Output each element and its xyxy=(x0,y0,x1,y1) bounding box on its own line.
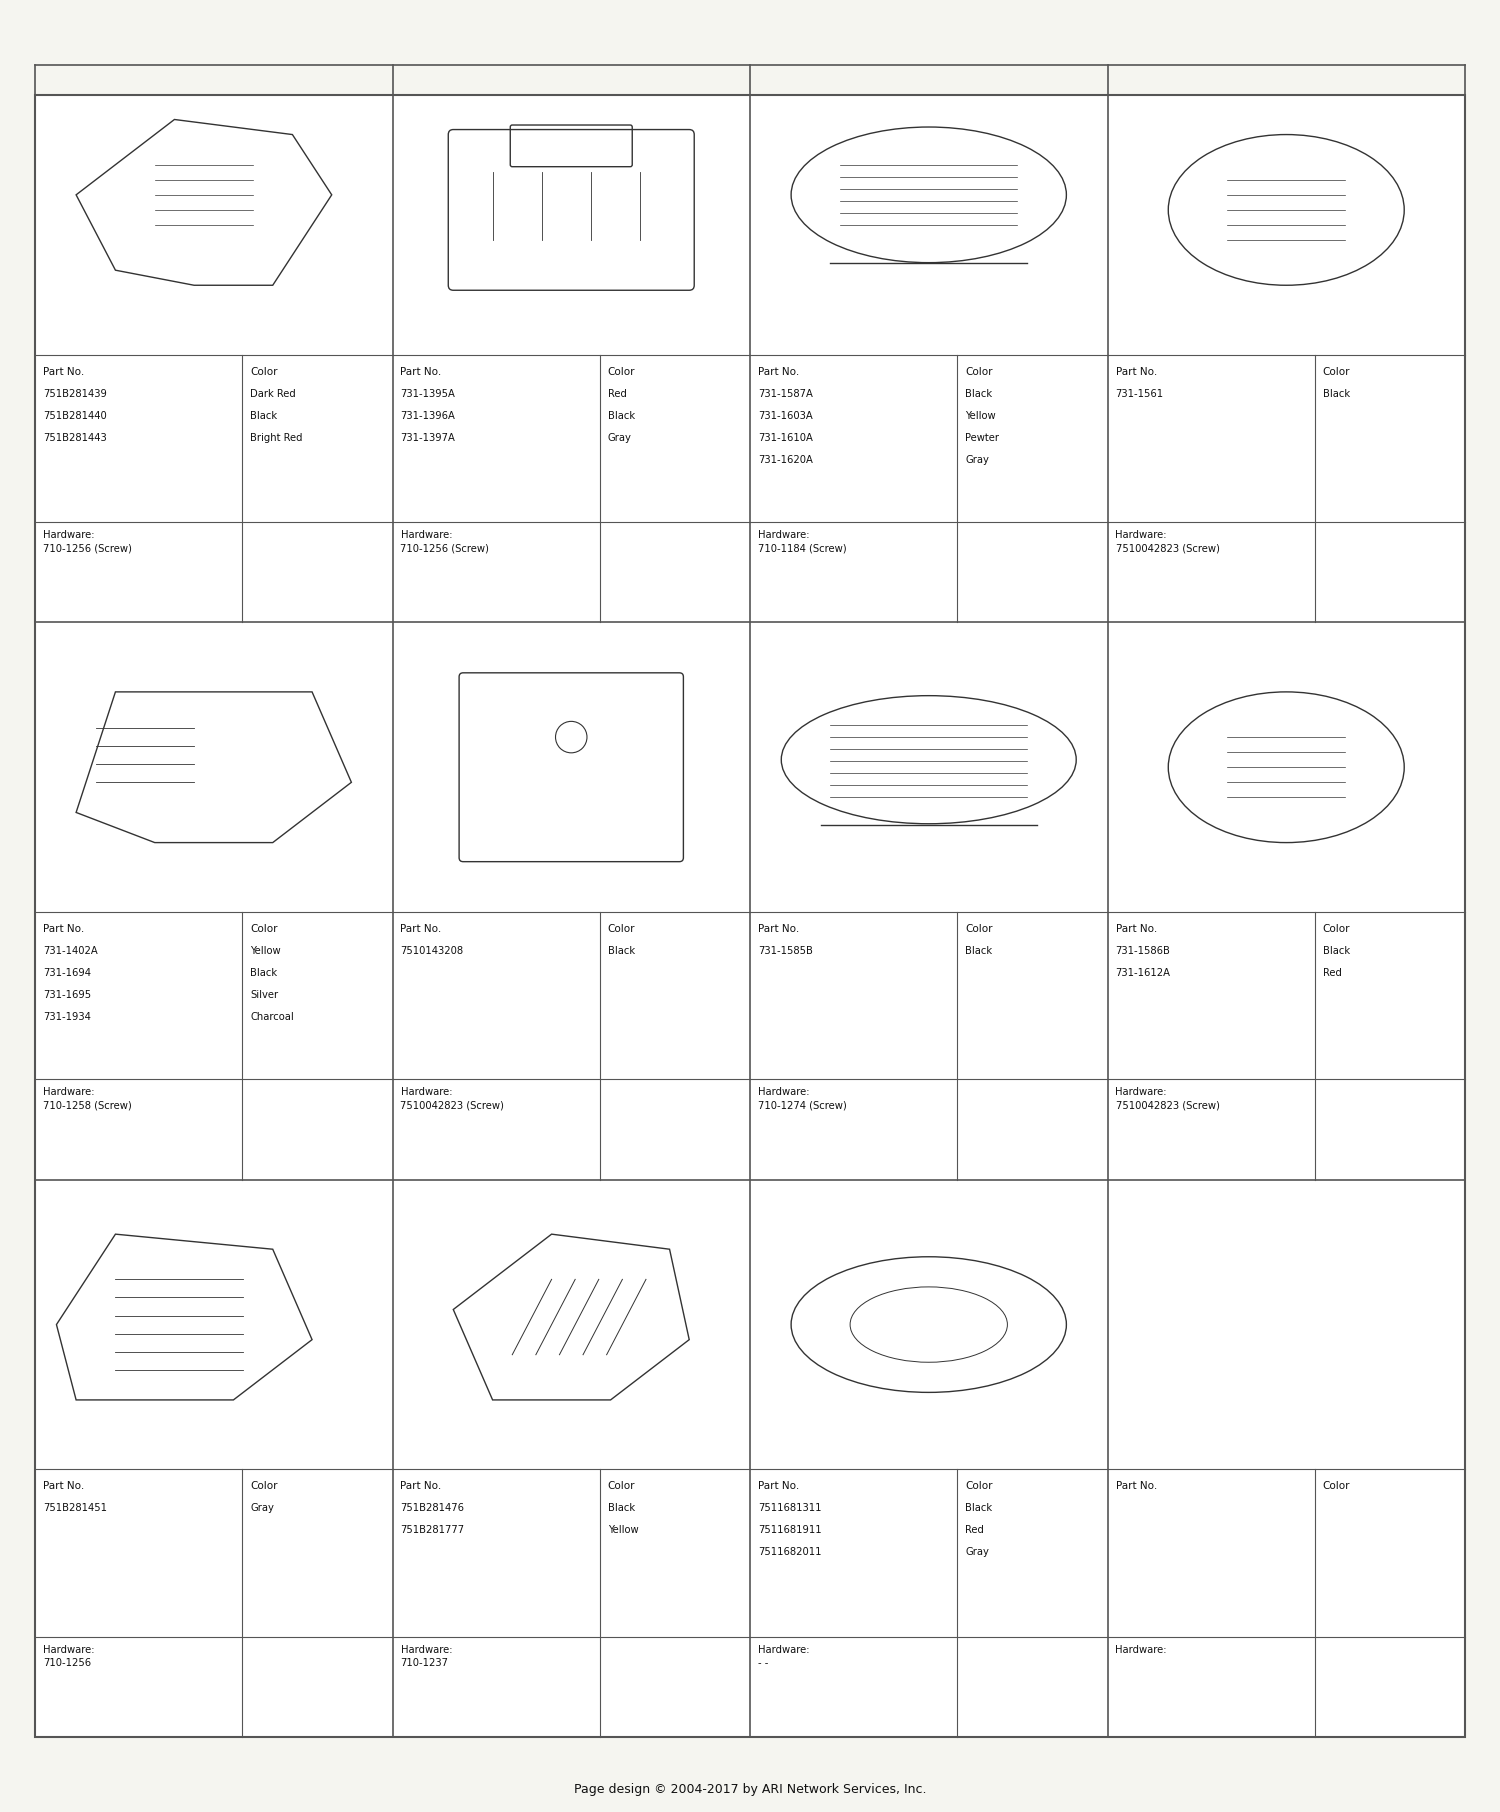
Text: Color: Color xyxy=(608,924,636,935)
Text: Part No.: Part No. xyxy=(44,366,84,377)
Text: Black: Black xyxy=(608,1504,634,1513)
Text: Red: Red xyxy=(1323,968,1341,978)
Text: 731-1695: 731-1695 xyxy=(44,989,92,1000)
Text: Red: Red xyxy=(966,1526,984,1535)
Text: Hardware:
7510042823 (Screw): Hardware: 7510042823 (Screw) xyxy=(1116,1087,1220,1111)
Text: Color: Color xyxy=(966,366,993,377)
Text: Color: Color xyxy=(608,366,636,377)
Text: Black: Black xyxy=(966,1504,993,1513)
Text: Page design © 2004-2017 by ARI Network Services, Inc.: Page design © 2004-2017 by ARI Network S… xyxy=(573,1783,926,1796)
Text: Black: Black xyxy=(966,390,993,399)
Text: 731-1612A: 731-1612A xyxy=(1116,968,1170,978)
Text: 731-1396A: 731-1396A xyxy=(400,411,456,420)
Text: Part No.: Part No. xyxy=(758,1482,800,1491)
Text: Hardware:
710-1274 (Screw): Hardware: 710-1274 (Screw) xyxy=(758,1087,846,1111)
Text: Black: Black xyxy=(1323,390,1350,399)
Text: Part No.: Part No. xyxy=(400,924,441,935)
Text: Part No.: Part No. xyxy=(1116,366,1156,377)
Text: 731-1587A: 731-1587A xyxy=(758,390,813,399)
Text: Hardware:
710-1237: Hardware: 710-1237 xyxy=(400,1645,451,1667)
Text: 751B281476: 751B281476 xyxy=(400,1504,465,1513)
Text: Gray: Gray xyxy=(966,455,988,466)
Text: 731-1395A: 731-1395A xyxy=(400,390,456,399)
Text: Yellow: Yellow xyxy=(608,1526,639,1535)
Text: Black: Black xyxy=(608,946,634,957)
Text: Hardware:
710-1256 (Screw): Hardware: 710-1256 (Screw) xyxy=(44,531,132,553)
Text: Color: Color xyxy=(251,1482,278,1491)
Text: 751B281443: 751B281443 xyxy=(44,433,106,442)
Text: 751B281777: 751B281777 xyxy=(400,1526,465,1535)
Text: Color: Color xyxy=(1323,924,1350,935)
Text: Color: Color xyxy=(251,924,278,935)
Text: 7510143208: 7510143208 xyxy=(400,946,464,957)
Text: Hardware:
7510042823 (Screw): Hardware: 7510042823 (Screw) xyxy=(400,1087,504,1111)
Text: Black: Black xyxy=(966,946,993,957)
Text: Black: Black xyxy=(251,411,278,420)
Text: Hardware:
710-1256: Hardware: 710-1256 xyxy=(44,1645,94,1667)
Text: Color: Color xyxy=(608,1482,636,1491)
Text: 731-1585B: 731-1585B xyxy=(758,946,813,957)
Text: 751B281451: 751B281451 xyxy=(44,1504,106,1513)
Text: Black: Black xyxy=(608,411,634,420)
Text: Part No.: Part No. xyxy=(758,924,800,935)
Text: 7511681311: 7511681311 xyxy=(758,1504,822,1513)
Text: 731-1402A: 731-1402A xyxy=(44,946,98,957)
Text: Part No.: Part No. xyxy=(44,924,84,935)
Text: Yellow: Yellow xyxy=(966,411,996,420)
Text: Gray: Gray xyxy=(608,433,631,442)
Text: Gray: Gray xyxy=(966,1547,988,1558)
Text: Hardware:
710-1258 (Screw): Hardware: 710-1258 (Screw) xyxy=(44,1087,132,1111)
Text: 731-1610A: 731-1610A xyxy=(758,433,813,442)
Text: Part No.: Part No. xyxy=(400,366,441,377)
Text: Pewter: Pewter xyxy=(966,433,999,442)
Text: Gray: Gray xyxy=(251,1504,274,1513)
Text: Color: Color xyxy=(1323,1482,1350,1491)
Text: Red: Red xyxy=(608,390,627,399)
Text: Part No.: Part No. xyxy=(400,1482,441,1491)
Text: Charcoal: Charcoal xyxy=(251,1013,294,1022)
Text: Part No.: Part No. xyxy=(44,1482,84,1491)
Text: 731-1586B: 731-1586B xyxy=(1116,946,1170,957)
Text: Color: Color xyxy=(966,924,993,935)
Text: Hardware:
710-1256 (Screw): Hardware: 710-1256 (Screw) xyxy=(400,531,489,553)
Text: Yellow: Yellow xyxy=(251,946,280,957)
Text: Part No.: Part No. xyxy=(1116,1482,1156,1491)
Text: Color: Color xyxy=(966,1482,993,1491)
Text: Silver: Silver xyxy=(251,989,279,1000)
Text: Color: Color xyxy=(251,366,278,377)
Text: 7511682011: 7511682011 xyxy=(758,1547,822,1558)
Text: Part No.: Part No. xyxy=(758,366,800,377)
Text: Hardware:
7510042823 (Screw): Hardware: 7510042823 (Screw) xyxy=(1116,531,1220,553)
Text: Hardware:
- -: Hardware: - - xyxy=(758,1645,810,1667)
Text: Dark Red: Dark Red xyxy=(251,390,296,399)
Text: 731-1620A: 731-1620A xyxy=(758,455,813,466)
Text: 731-1397A: 731-1397A xyxy=(400,433,456,442)
Text: 751B281439: 751B281439 xyxy=(44,390,106,399)
Text: 731-1603A: 731-1603A xyxy=(758,411,813,420)
Text: 731-1694: 731-1694 xyxy=(44,968,92,978)
Text: Color: Color xyxy=(1323,366,1350,377)
Text: 751B281440: 751B281440 xyxy=(44,411,106,420)
Text: Black: Black xyxy=(1323,946,1350,957)
Text: ARI: ARI xyxy=(591,824,909,988)
Text: Bright Red: Bright Red xyxy=(251,433,303,442)
Text: Black: Black xyxy=(251,968,278,978)
Text: 731-1561: 731-1561 xyxy=(1116,390,1164,399)
Text: Hardware:
710-1184 (Screw): Hardware: 710-1184 (Screw) xyxy=(758,531,846,553)
Text: Part No.: Part No. xyxy=(1116,924,1156,935)
Text: Hardware:: Hardware: xyxy=(1116,1645,1167,1654)
Text: 731-1934: 731-1934 xyxy=(44,1013,92,1022)
Text: 7511681911: 7511681911 xyxy=(758,1526,822,1535)
